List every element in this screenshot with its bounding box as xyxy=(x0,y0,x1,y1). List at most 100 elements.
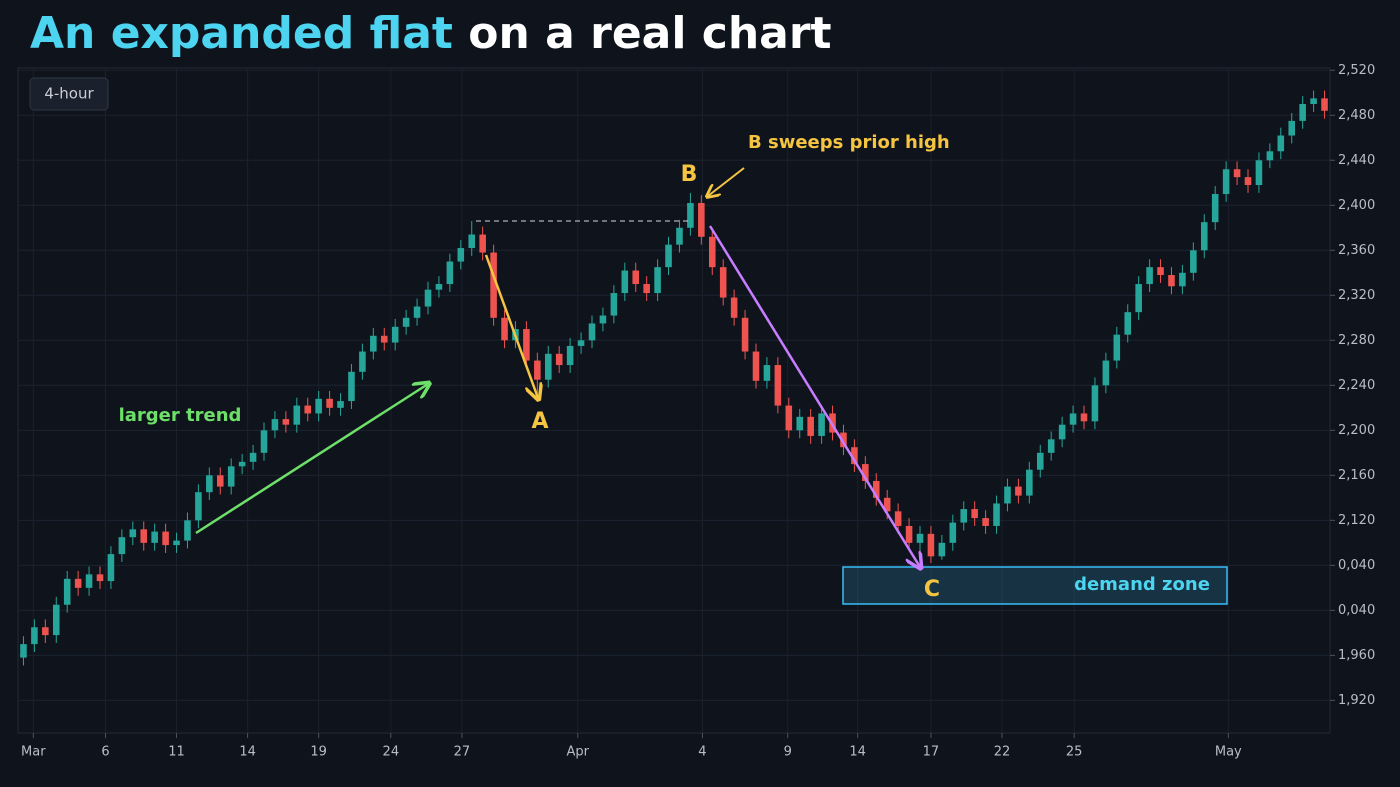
chart-title: An expanded flat on a real chart xyxy=(30,8,832,59)
y-tick-label: 2,200 xyxy=(1338,423,1375,438)
x-tick-label: 27 xyxy=(454,745,471,760)
candle-body xyxy=(326,398,333,408)
candle-body xyxy=(20,644,27,658)
candle-body xyxy=(665,244,672,268)
candle-body xyxy=(807,416,814,436)
candle-body xyxy=(162,531,169,546)
candle-body xyxy=(719,267,727,298)
x-tick-label: Apr xyxy=(567,745,590,760)
title-highlight: An expanded flat xyxy=(30,8,453,59)
candle-body xyxy=(949,522,957,543)
candle-body xyxy=(643,284,650,294)
candle-body xyxy=(63,578,71,605)
candle-body xyxy=(1211,194,1219,223)
candle-body xyxy=(151,531,158,543)
candle-body xyxy=(872,480,880,498)
candle-body xyxy=(238,461,246,467)
candle-body xyxy=(1179,272,1186,287)
candle-body xyxy=(1222,169,1230,195)
annotation: A xyxy=(531,409,548,434)
candle-body xyxy=(370,335,377,352)
candle-body xyxy=(654,267,661,294)
candle-body xyxy=(938,542,946,557)
candle-body xyxy=(621,270,629,294)
y-tick-label: 2,400 xyxy=(1338,198,1375,213)
candle-body xyxy=(544,353,552,380)
candle-body xyxy=(971,509,978,519)
y-tick-label: 0,040 xyxy=(1338,558,1375,573)
candle-body xyxy=(883,497,891,512)
candle-body xyxy=(85,574,93,588)
candle-body xyxy=(1036,452,1044,470)
x-tick-label: 6 xyxy=(101,745,109,760)
annotation: B sweeps prior high xyxy=(748,132,950,153)
candle-body xyxy=(1047,439,1055,453)
candle-body xyxy=(446,261,454,285)
x-tick-label: 9 xyxy=(784,745,792,760)
x-tick-label: 14 xyxy=(849,745,866,760)
y-tick-label: 2,320 xyxy=(1338,288,1375,303)
candle-body xyxy=(1102,360,1110,386)
candle-body xyxy=(785,405,793,431)
candle-body xyxy=(1310,98,1317,105)
candle-body xyxy=(916,533,924,543)
candle-body xyxy=(577,340,585,346)
annotation: C xyxy=(924,577,940,602)
wave-a-arrow xyxy=(484,254,538,398)
candle-body xyxy=(982,518,989,526)
candle-body xyxy=(457,248,465,262)
candle-body xyxy=(774,365,782,406)
candle-body xyxy=(96,574,104,582)
candle-body xyxy=(676,227,683,245)
wave-c-arrow xyxy=(708,225,920,567)
candle-body xyxy=(1277,135,1285,152)
candle-body xyxy=(555,353,563,366)
candle-body xyxy=(173,540,180,546)
title-rest: on a real chart xyxy=(468,8,831,59)
x-tick-label: 19 xyxy=(310,745,327,760)
candle-body xyxy=(741,317,749,352)
candle-body xyxy=(1190,250,1197,273)
candle-body xyxy=(1233,169,1241,178)
candle-body xyxy=(1015,486,1022,496)
candle-body xyxy=(1146,267,1153,285)
candle-body xyxy=(894,511,902,526)
candle-body xyxy=(1299,104,1306,121)
y-tick-label: 1,920 xyxy=(1338,693,1375,708)
annotation: demand zone xyxy=(1074,574,1210,595)
y-tick-label: 2,440 xyxy=(1338,153,1375,168)
candle-body xyxy=(468,234,476,249)
candle-body xyxy=(282,419,290,425)
candle-body xyxy=(851,447,858,465)
candle-body xyxy=(927,533,935,557)
candle-body xyxy=(490,252,497,318)
x-tick-label: 4 xyxy=(698,745,706,760)
candle-body xyxy=(337,401,344,408)
candle-body xyxy=(206,475,213,493)
y-tick-label: 2,280 xyxy=(1338,333,1375,348)
x-tick-label: May xyxy=(1215,745,1242,760)
trend-arrow xyxy=(195,384,428,535)
candle-body xyxy=(796,416,804,431)
candle-body xyxy=(687,203,694,228)
candle-body xyxy=(1026,469,1033,496)
candle-body xyxy=(1113,334,1121,361)
candle-body xyxy=(763,365,771,381)
candle-body xyxy=(249,452,257,462)
candle-body xyxy=(960,509,968,523)
candle-body xyxy=(304,405,312,414)
candle-body xyxy=(1058,424,1066,440)
candle-body xyxy=(752,351,760,381)
x-tick-label: 24 xyxy=(383,745,400,760)
candle-body xyxy=(1080,413,1088,422)
candle-body xyxy=(1004,486,1011,504)
candle-body xyxy=(1200,222,1208,251)
candle-body xyxy=(348,371,355,402)
candle-body xyxy=(993,503,1000,526)
candle-body xyxy=(1124,312,1132,335)
candle-body xyxy=(588,323,596,341)
candle-body xyxy=(140,529,148,543)
candle-body xyxy=(216,475,224,487)
candle-body xyxy=(1321,98,1328,111)
candle-body xyxy=(534,360,541,380)
